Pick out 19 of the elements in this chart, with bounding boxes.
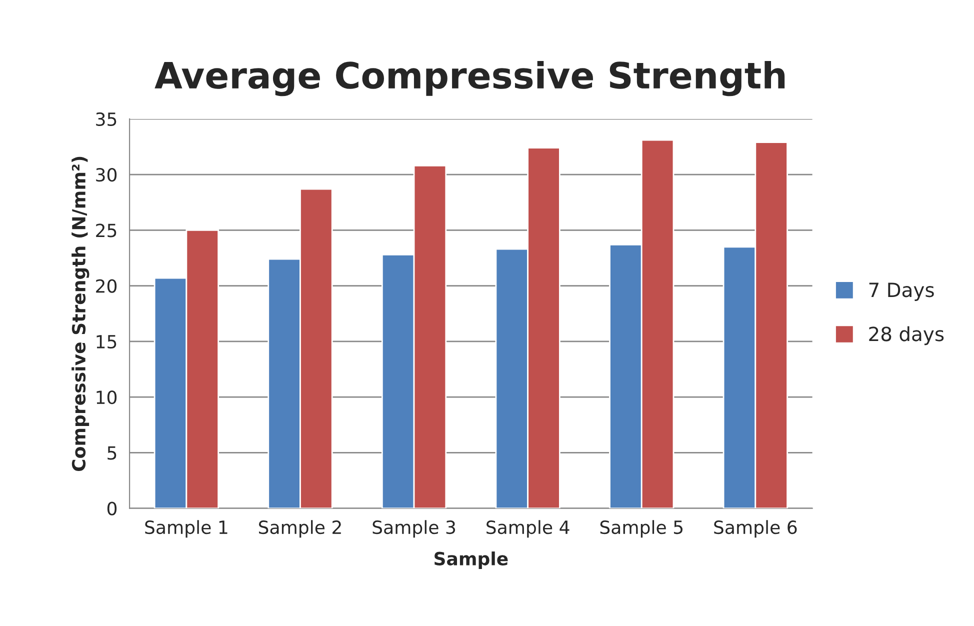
y-tick-label: 20: [96, 279, 117, 293]
legend-label: 7 Days: [869, 282, 934, 301]
y-tick-label: 10: [96, 390, 117, 404]
legend-label: 28 days: [869, 326, 944, 346]
y-tick-label: 25: [96, 224, 116, 238]
x-tick-label: Sample 5: [600, 520, 683, 538]
y-tick-label: 5: [108, 446, 116, 460]
x-tick-label: Sample 4: [486, 520, 570, 538]
x-tick-label: Sample 1: [145, 520, 228, 538]
x-tick-label: Sample 6: [714, 520, 797, 538]
chart-title: Average Compressive Strength: [154, 60, 785, 96]
y-tick-label: 35: [96, 112, 116, 126]
y-axis-title: Compressive Strength (N/mm²): [72, 156, 90, 472]
y-tick-label: 15: [96, 335, 116, 349]
y-tick-label: 0: [107, 502, 117, 516]
x-axis-title: Sample: [434, 551, 508, 569]
y-tick-label: 30: [96, 168, 117, 182]
x-tick-label: Sample 3: [372, 520, 456, 538]
x-tick-label: Sample 2: [258, 520, 341, 538]
